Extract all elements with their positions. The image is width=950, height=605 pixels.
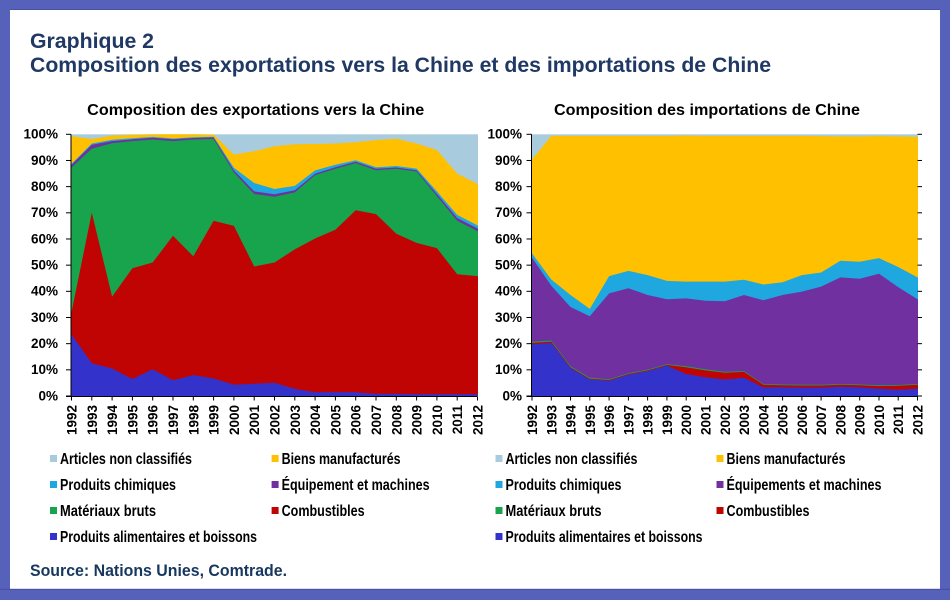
svg-text:Matériaux bruts: Matériaux bruts [506,503,602,520]
svg-text:1994: 1994 [564,405,579,436]
svg-text:100%: 100% [23,127,58,142]
svg-text:Composition des importations: Composition des importations de Chine [554,102,860,119]
svg-text:Composition des exportations v: Composition des exportations vers la Chi… [87,102,424,119]
svg-text:80%: 80% [495,179,522,194]
svg-text:Combustibles: Combustibles [727,503,810,520]
svg-text:90%: 90% [495,153,522,168]
svg-text:Biens manufacturés: Biens manufacturés [727,451,846,468]
svg-text:2011: 2011 [891,405,906,435]
svg-text:2002: 2002 [268,405,283,435]
svg-text:50%: 50% [495,257,522,272]
svg-text:2002: 2002 [718,405,733,435]
svg-text:2007: 2007 [369,405,384,435]
svg-text:1995: 1995 [583,405,598,436]
svg-text:1996: 1996 [146,405,161,436]
svg-text:1998: 1998 [641,405,656,436]
svg-text:20%: 20% [495,336,522,351]
svg-text:Produits chimiques: Produits chimiques [506,477,622,494]
svg-text:50%: 50% [31,257,58,272]
svg-text:60%: 60% [31,231,58,246]
svg-text:2009: 2009 [853,405,868,435]
svg-text:2008: 2008 [833,405,848,436]
svg-text:0%: 0% [38,388,58,403]
svg-text:0%: 0% [502,388,522,403]
svg-text:1992: 1992 [525,405,540,435]
svg-text:80%: 80% [31,179,58,194]
svg-text:10%: 10% [31,362,58,377]
svg-text:2005: 2005 [776,405,791,436]
svg-text:2012: 2012 [471,405,486,435]
svg-text:2009: 2009 [410,405,425,435]
svg-text:70%: 70% [31,205,58,220]
svg-text:2010: 2010 [872,405,887,435]
svg-text:2011: 2011 [450,405,465,435]
svg-text:1999: 1999 [660,405,675,435]
svg-text:Biens manufacturés: Biens manufacturés [282,451,401,468]
svg-text:Combustibles: Combustibles [282,503,365,520]
svg-text:Matériaux bruts: Matériaux bruts [60,503,156,520]
svg-text:2006: 2006 [795,405,810,436]
svg-text:Source: Nations Unies, Comtrad: Source: Nations Unies, Comtrade. [30,561,287,580]
svg-text:Articles non classifiés: Articles non classifiés [60,451,192,468]
svg-text:2010: 2010 [430,405,445,435]
svg-text:70%: 70% [495,205,522,220]
svg-text:Graphique 2: Graphique 2 [30,30,154,53]
svg-text:2000: 2000 [227,405,242,435]
svg-text:100%: 100% [487,127,522,142]
svg-text:2001: 2001 [247,405,262,436]
svg-text:1997: 1997 [621,405,636,435]
svg-text:1992: 1992 [65,405,80,435]
svg-text:Équipement et machines: Équipement et machines [282,475,430,494]
svg-text:2004: 2004 [308,405,323,436]
svg-text:2003: 2003 [288,405,303,436]
svg-text:1996: 1996 [602,405,617,436]
svg-text:1997: 1997 [166,405,181,435]
svg-text:Produits chimiques: Produits chimiques [60,477,176,494]
svg-text:30%: 30% [31,310,58,325]
svg-text:20%: 20% [31,336,58,351]
svg-text:1998: 1998 [186,405,201,436]
svg-text:Équipements et machines: Équipements et machines [727,475,882,494]
svg-text:1993: 1993 [85,405,100,436]
svg-text:2008: 2008 [389,405,404,436]
svg-text:Composition des exportations: Composition des exportations vers la Chi… [30,54,771,77]
svg-text:2007: 2007 [814,405,829,435]
svg-text:40%: 40% [31,284,58,299]
svg-text:1993: 1993 [544,405,559,436]
svg-text:2003: 2003 [737,405,752,436]
svg-text:2001: 2001 [699,405,714,436]
svg-text:1995: 1995 [125,405,140,436]
svg-text:2000: 2000 [679,405,694,435]
svg-text:2005: 2005 [328,405,343,436]
svg-text:Articles non classifiés: Articles non classifiés [506,451,638,468]
svg-text:30%: 30% [495,310,522,325]
svg-text:Produits alimentaires et boiss: Produits alimentaires et boissons [506,529,703,546]
svg-text:10%: 10% [495,362,522,377]
svg-text:40%: 40% [495,284,522,299]
svg-text:1999: 1999 [207,405,222,435]
svg-text:1994: 1994 [105,405,120,436]
svg-text:2006: 2006 [349,405,364,436]
svg-text:90%: 90% [31,153,58,168]
svg-text:60%: 60% [495,231,522,246]
svg-text:2004: 2004 [756,405,771,436]
svg-text:2012: 2012 [911,405,926,435]
svg-text:Produits alimentaires et boiss: Produits alimentaires et boissons [60,529,257,546]
